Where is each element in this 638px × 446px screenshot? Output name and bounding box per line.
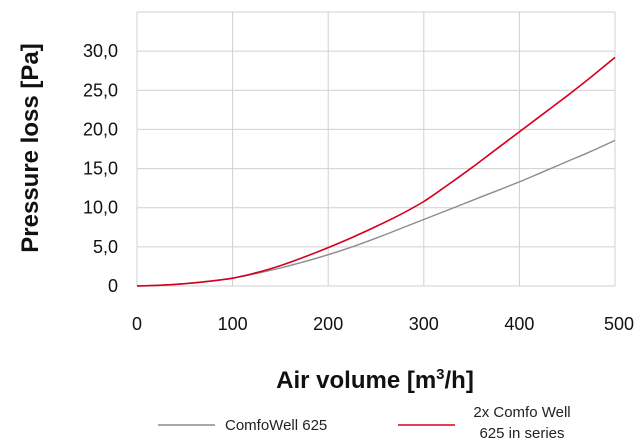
legend-label-comfowell: ComfoWell 625 — [225, 417, 327, 434]
y-tick-label: 25,0 — [83, 80, 118, 100]
x-tick-label: 400 — [504, 314, 534, 334]
y-tick-labels: 0 5,0 10,0 15,0 20,0 25,0 30,0 — [83, 41, 118, 296]
x-axis-title-main: Air volume [m — [276, 367, 436, 394]
y-tick-label: 10,0 — [83, 198, 118, 218]
legend: ComfoWell 625 2x Comfo Well 625 in serie… — [158, 404, 571, 442]
x-tick-label: 200 — [313, 314, 343, 334]
y-tick-label: 0 — [108, 276, 118, 296]
x-tick-label: 300 — [409, 314, 439, 334]
x-tick-label: 100 — [218, 314, 248, 334]
grid — [136, 11, 616, 287]
x-axis-title: Air volume [m3/h] — [276, 366, 474, 394]
y-tick-label: 20,0 — [83, 119, 118, 139]
series-line-2x-comfowell — [136, 56, 616, 287]
x-tick-label: 0 — [132, 314, 142, 334]
y-axis-title: Pressure loss [Pa] — [17, 43, 44, 252]
y-tick-label: 15,0 — [83, 159, 118, 179]
y-tick-label: 5,0 — [93, 237, 118, 257]
series-layer — [136, 56, 616, 287]
legend-label-2x-comfowell-line1: 2x Comfo Well — [473, 404, 570, 421]
legend-label-2x-comfowell-line2: 625 in series — [479, 425, 564, 442]
series-line-comfowell — [136, 139, 616, 287]
y-tick-label: 30,0 — [83, 41, 118, 61]
x-axis-title-superscript: 3 — [436, 366, 444, 383]
x-axis-title-tail: /h] — [445, 367, 474, 394]
x-tick-label: 500 — [604, 314, 634, 334]
x-tick-labels: 0 100 200 300 400 500 — [132, 314, 634, 334]
